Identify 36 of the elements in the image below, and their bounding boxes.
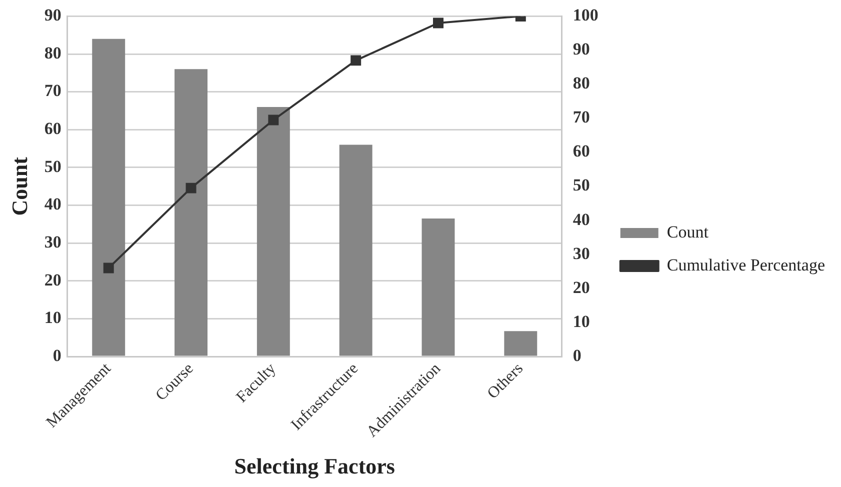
y2-tick-label: 40 <box>572 210 590 229</box>
point <box>350 55 362 66</box>
y2-tick-label: 60 <box>572 142 590 161</box>
y-tick-label: 80 <box>44 43 62 62</box>
y2-tick-label: 50 <box>572 176 590 195</box>
legend-label: Cumulative Percentage <box>666 255 825 274</box>
y2-tick-label: 80 <box>572 74 590 93</box>
y-axis-title: Count <box>6 156 32 216</box>
y-tick-label: 90 <box>44 6 62 25</box>
y2-tick-label: 20 <box>572 278 590 297</box>
y-tick-label: 50 <box>44 156 62 176</box>
bar <box>92 38 126 356</box>
point <box>103 262 114 274</box>
y-tick-label: 30 <box>44 232 62 252</box>
y2-tick-label: 100 <box>572 6 598 25</box>
bar <box>174 69 208 356</box>
y2-tick-label: 10 <box>572 312 590 331</box>
y-tick-label: 40 <box>44 194 62 214</box>
bar <box>339 144 372 356</box>
x-axis-title: Selecting Factors <box>234 453 396 478</box>
y2-tick-label: 30 <box>572 244 590 263</box>
y-tick-label: 10 <box>44 308 62 328</box>
y-tick-label: 0 <box>52 346 62 365</box>
point <box>268 114 279 126</box>
bar <box>256 106 290 356</box>
bar <box>504 331 538 356</box>
y2-tick-label: 70 <box>572 108 590 127</box>
legend-label: Count <box>666 222 709 242</box>
point <box>433 18 444 28</box>
point <box>186 182 196 194</box>
y-tick-label: 20 <box>44 270 62 290</box>
y-tick-label: 70 <box>44 81 62 100</box>
y2-tick-label: 0 <box>572 346 582 365</box>
bar <box>422 218 455 356</box>
y2-tick-label: 90 <box>572 40 590 59</box>
y-tick-label: 60 <box>44 119 62 138</box>
